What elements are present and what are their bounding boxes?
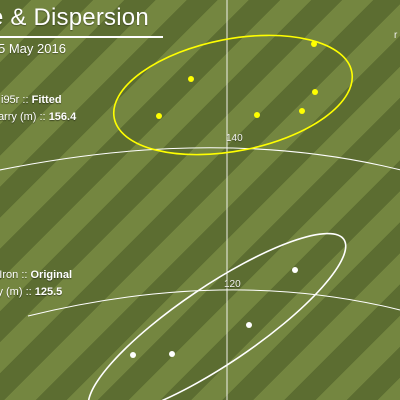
dispersion-ellipse-iron bbox=[87, 232, 347, 400]
carry-line: Carry (m) :: 156.4 bbox=[0, 109, 76, 126]
separator: :: bbox=[21, 269, 28, 281]
club-label-iron: f 6 Iron :: Original arry (m) :: 125.5 bbox=[0, 267, 72, 301]
shot-point bbox=[156, 113, 162, 119]
club-name: R i95r bbox=[0, 94, 20, 106]
club-setting: Original bbox=[30, 269, 73, 281]
distance-label-140: 140 bbox=[226, 133, 243, 144]
distance-label-120: 120 bbox=[224, 279, 241, 290]
title-underline bbox=[0, 36, 163, 38]
club-line: f 6 Iron :: Original bbox=[0, 267, 72, 284]
club-setting: Fitted bbox=[31, 94, 62, 106]
page-subtitle: 5 May 2016 bbox=[0, 41, 66, 56]
separator: :: bbox=[39, 111, 46, 123]
shot-point bbox=[188, 76, 194, 82]
separator: :: bbox=[22, 94, 29, 106]
carry-label: Carry (m) bbox=[0, 111, 37, 123]
shot-point bbox=[311, 41, 317, 47]
shot-point bbox=[299, 108, 305, 114]
club-line: R i95r :: Fitted bbox=[0, 92, 76, 109]
shot-point bbox=[169, 351, 175, 357]
shot-point bbox=[246, 322, 252, 328]
club-label-driver: R i95r :: Fitted Carry (m) :: 156.4 bbox=[0, 92, 76, 126]
shot-point bbox=[130, 352, 136, 358]
carry-value: 125.5 bbox=[34, 286, 63, 298]
carry-value: 156.4 bbox=[48, 111, 77, 123]
separator: :: bbox=[25, 286, 32, 298]
carry-line: arry (m) :: 125.5 bbox=[0, 284, 72, 301]
shot-point bbox=[254, 112, 260, 118]
distance-arc-120 bbox=[27, 289, 400, 317]
shot-point bbox=[292, 267, 298, 273]
shot-point bbox=[312, 89, 318, 95]
dispersion-ellipse-driver bbox=[112, 34, 354, 156]
edge-mark: r bbox=[394, 30, 398, 41]
club-name: f 6 Iron bbox=[0, 269, 19, 281]
carry-label: arry (m) bbox=[0, 286, 23, 298]
page-title: e & Dispersion bbox=[0, 4, 149, 31]
distance-arc-140 bbox=[0, 147, 400, 171]
